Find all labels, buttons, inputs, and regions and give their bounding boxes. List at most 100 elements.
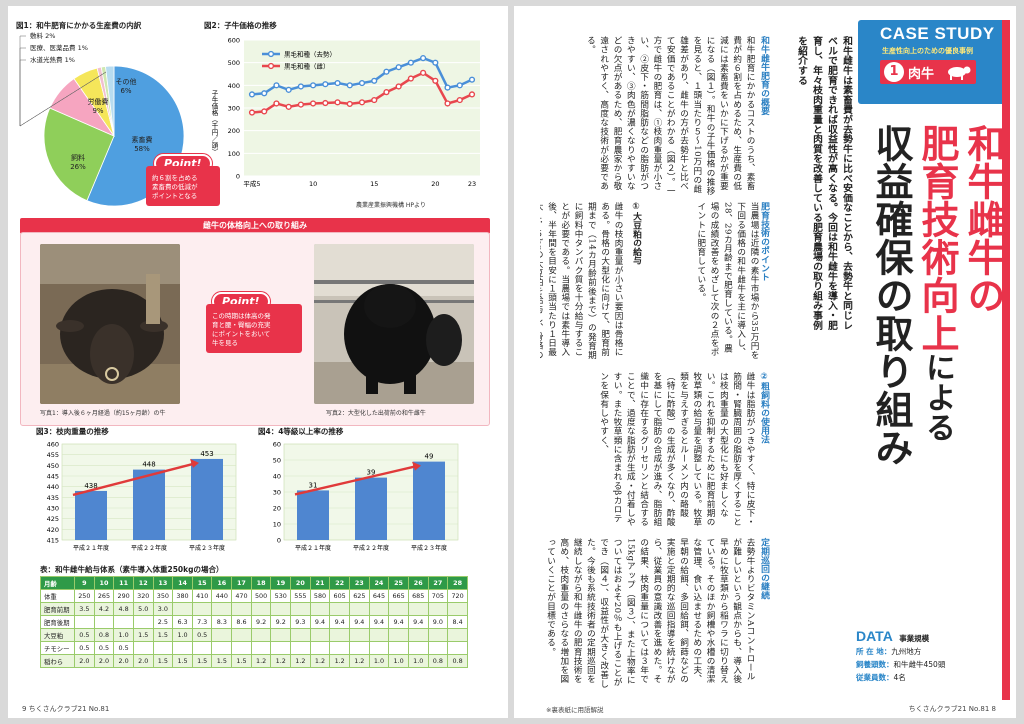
fig4-title: 図4：4等級以上率の推移 bbox=[258, 427, 344, 436]
table-cell: 3.5 bbox=[74, 602, 95, 616]
table-cell: 0.8 bbox=[447, 654, 468, 668]
data-key: 従業員数： bbox=[856, 673, 894, 682]
table-cell bbox=[172, 641, 193, 655]
section-body: 和牛肥育にかかるコストのうち、素畜費が約６割を占めるため、生産費の低減には素畜費… bbox=[585, 36, 755, 196]
y-tick-label: 400 bbox=[228, 82, 240, 90]
pie-label: 素畜費 bbox=[132, 135, 153, 144]
x-tick-label: 平成２１年度 bbox=[73, 544, 109, 552]
fig2-title: 図2：子牛価格の推移 bbox=[204, 21, 277, 30]
table-cell: 0.5 bbox=[191, 628, 213, 642]
bar bbox=[191, 458, 223, 540]
table-cell: 265 bbox=[93, 589, 115, 603]
fig3-bar-chart: 415 420 425 430 435 440 445 450 455 460 438 平成２１年度 4… bbox=[47, 441, 237, 552]
section-body: 当農場は近隣の素牛市場から35万円を下回る価格の和牛雌牛を主に導入し、28、29… bbox=[695, 202, 759, 360]
table-cell bbox=[191, 602, 213, 616]
table-cell: 1.2 bbox=[309, 654, 331, 668]
table-cell: 8.6 bbox=[231, 615, 252, 629]
table-cell: 25 bbox=[388, 576, 409, 590]
table-cell: 1.0 bbox=[407, 654, 429, 668]
table-cell: 18 bbox=[250, 576, 272, 590]
y-tick-label: 425 bbox=[47, 515, 59, 523]
feeding-table-wrap: 月齢 9 10 11 12 13 14 15 16 17 18 19 20 21 22 23 24 25 26 27 2… bbox=[40, 576, 468, 668]
table-row: 体重 250 265 290 320 350 380 410 440 470 500 530 555 58… bbox=[40, 589, 468, 603]
lead-text: 和牛雌牛は素畜費が去勢牛に比べ安価なことから、去勢牛と同じレベルで肥育できれば収… bbox=[796, 36, 852, 330]
left-footer: 9 ちくさんクラブ21 No.81 bbox=[22, 705, 110, 713]
section-body: 雌牛は脂肪がつきやすく、特に皮下・筋間・腎臓周囲の脂肪を厚くすることは枝肉重量の… bbox=[598, 372, 755, 527]
fig1-point-line: 約６割を占める bbox=[152, 174, 198, 182]
row-label-cell: 月齢 bbox=[40, 576, 75, 590]
table-cell: 20 bbox=[290, 576, 311, 590]
badge-number: 1 bbox=[884, 62, 904, 82]
y-tick-label: 455 bbox=[47, 451, 59, 459]
table-cell: 665 bbox=[388, 589, 409, 603]
table-cell: 8.4 bbox=[447, 615, 468, 629]
table-cell: 9.4 bbox=[407, 615, 429, 629]
pie-value: 26% bbox=[70, 163, 86, 171]
photo1-point-line: 牛を見る bbox=[212, 339, 238, 347]
table-cell: 1.5 bbox=[152, 654, 174, 668]
table-cell bbox=[309, 602, 331, 616]
photo1-point-line: 育と腰・臀幅の充実 bbox=[212, 321, 271, 329]
y-tick-label: 430 bbox=[47, 505, 59, 513]
case-study-label: CASE STUDY bbox=[880, 24, 995, 43]
pie-value: 9% bbox=[92, 107, 103, 115]
table-cell bbox=[427, 641, 449, 655]
table-cell: 3.0 bbox=[152, 602, 174, 616]
pie-label: その他 bbox=[116, 77, 137, 86]
table-cell: 10 bbox=[93, 576, 115, 590]
table-cell: 4.2 bbox=[93, 602, 115, 616]
x-tick-label: 平成２２年度 bbox=[353, 544, 389, 552]
bar bbox=[297, 490, 329, 540]
data-point bbox=[261, 90, 268, 97]
data-point bbox=[248, 91, 256, 98]
table-cell: 0.5 bbox=[74, 641, 95, 655]
data-point bbox=[310, 82, 317, 89]
data-point bbox=[346, 82, 353, 89]
row-label-cell: 稲わら bbox=[40, 654, 75, 668]
table-cell: 1.2 bbox=[348, 654, 370, 668]
table-cell bbox=[329, 602, 350, 616]
table-cell: 580 bbox=[309, 589, 331, 603]
table-cell bbox=[388, 641, 409, 655]
table-row: 大豆粕 0.5 0.8 1.0 1.5 1.5 1.0 0.5 bbox=[40, 628, 468, 642]
table-cell bbox=[368, 602, 390, 616]
table-cell: 13 bbox=[152, 576, 174, 590]
data-point bbox=[322, 81, 329, 88]
fig1-title: 図1：和牛肥育にかかる生産費の内訳 bbox=[16, 21, 142, 30]
subsection-body: 雌牛の枝肉重量が小さい要因は骨格にある。骨格の大型化に向けて、肥育前期まで（14… bbox=[540, 202, 623, 360]
fig3-title: 図3：枝肉重量の推移 bbox=[36, 427, 109, 436]
x-tick-label: 平成２２年度 bbox=[131, 544, 167, 552]
row-label-cell: 大豆粕 bbox=[40, 628, 75, 642]
table-cell: 625 bbox=[348, 589, 370, 603]
table-cell: 320 bbox=[132, 589, 154, 603]
table-cell: 605 bbox=[329, 589, 350, 603]
table-cell: 24 bbox=[368, 576, 390, 590]
table-cell: 1.5 bbox=[211, 654, 233, 668]
table-cell: 1.0 bbox=[172, 628, 193, 642]
y-tick-label: 0 bbox=[277, 537, 281, 545]
table-cell: 22 bbox=[329, 576, 350, 590]
table-cell: 1.2 bbox=[270, 654, 292, 668]
table-cell: 1.0 bbox=[388, 654, 409, 668]
table-cell bbox=[270, 628, 292, 642]
left-page: 図1：和牛肥育にかかる生産費の内訳 素畜費 58% 飼料 26% 労働費 9% その他 6% 敷… bbox=[8, 6, 508, 718]
feeding-table: 月齢 9 10 11 12 13 14 15 16 17 18 19 20 21 22 23 24 25 26 27 2… bbox=[40, 576, 468, 668]
table-cell: 17 bbox=[231, 576, 252, 590]
fig1-point-line: 素畜費の低減が bbox=[152, 183, 198, 191]
table-cell bbox=[329, 641, 350, 655]
table-row: チモシー 0.5 0.5 0.5 bbox=[40, 641, 468, 655]
case-study-subtitle: 生産性向上のための優良事例 bbox=[882, 47, 973, 55]
data-point bbox=[444, 84, 451, 91]
right-footer: ちくさんクラブ21 No.81 8 bbox=[908, 705, 996, 713]
table-row: 肥育後期 2.5 6.3 7.3 8.3 8.6 9.2 9.2 9.3 9.4 9.4 9.4 9.4… bbox=[40, 615, 468, 629]
bar-value-label: 448 bbox=[142, 461, 155, 469]
table-cell bbox=[309, 628, 331, 642]
y-tick-label: 420 bbox=[47, 526, 59, 534]
data-row: 所 在 地：九州地方 bbox=[856, 645, 1006, 658]
case-study-header: CASE STUDY 生産性向上のための優良事例 1 肉牛 bbox=[858, 20, 1010, 104]
table-cell: 380 bbox=[172, 589, 193, 603]
trend-arrow-line bbox=[72, 461, 198, 497]
section-heading: 和牛雌牛肥育の概要 bbox=[759, 36, 769, 116]
x-tick-label: 平成２３年度 bbox=[411, 544, 447, 552]
